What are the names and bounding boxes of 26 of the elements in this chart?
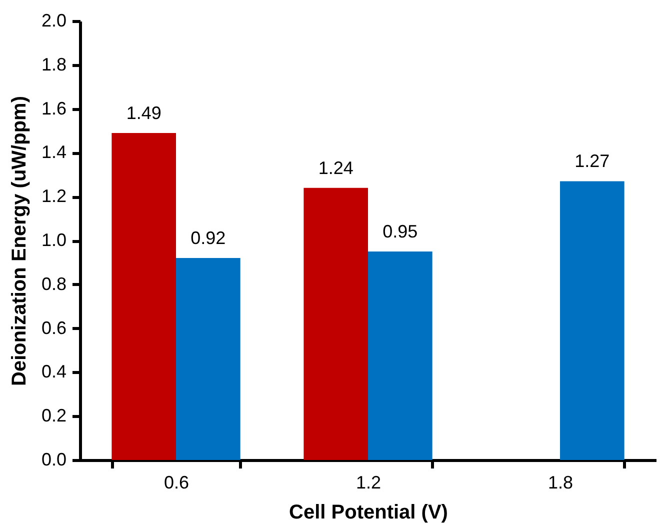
y-axis-title: Deionization Energy (uW/ppm) [8, 96, 30, 386]
data-label: 1.27 [574, 151, 610, 172]
y-tick-label: 1.8 [41, 54, 66, 74]
x-tick-label: 0.6 [164, 472, 190, 492]
y-tick-label: 0.2 [41, 406, 66, 426]
y-tick-label: 1.0 [41, 230, 66, 250]
y-tick-label: 1.6 [41, 98, 66, 118]
bar [112, 132, 176, 460]
x-tick-label: 1.2 [356, 472, 382, 492]
y-tick-label: 1.2 [41, 186, 66, 206]
y-tick-label: 0.0 [41, 450, 66, 470]
y-tick-label: 2.0 [41, 10, 66, 30]
bar [560, 181, 624, 460]
x-tick-label: 1.8 [548, 472, 574, 492]
y-tick-label: 0.8 [41, 274, 66, 294]
y-tick-label: 0.6 [41, 318, 66, 338]
data-label: 1.49 [126, 102, 162, 123]
y-tick-label: 1.4 [41, 142, 66, 162]
y-tick-label: 0.4 [41, 362, 66, 382]
data-label: 1.24 [318, 158, 354, 178]
data-label: 0.92 [190, 228, 226, 248]
data-label: 0.95 [382, 221, 418, 242]
bar [304, 188, 368, 460]
x-axis-title: Cell Potential (V) [289, 502, 448, 524]
bar [176, 258, 240, 460]
bar [368, 251, 432, 460]
